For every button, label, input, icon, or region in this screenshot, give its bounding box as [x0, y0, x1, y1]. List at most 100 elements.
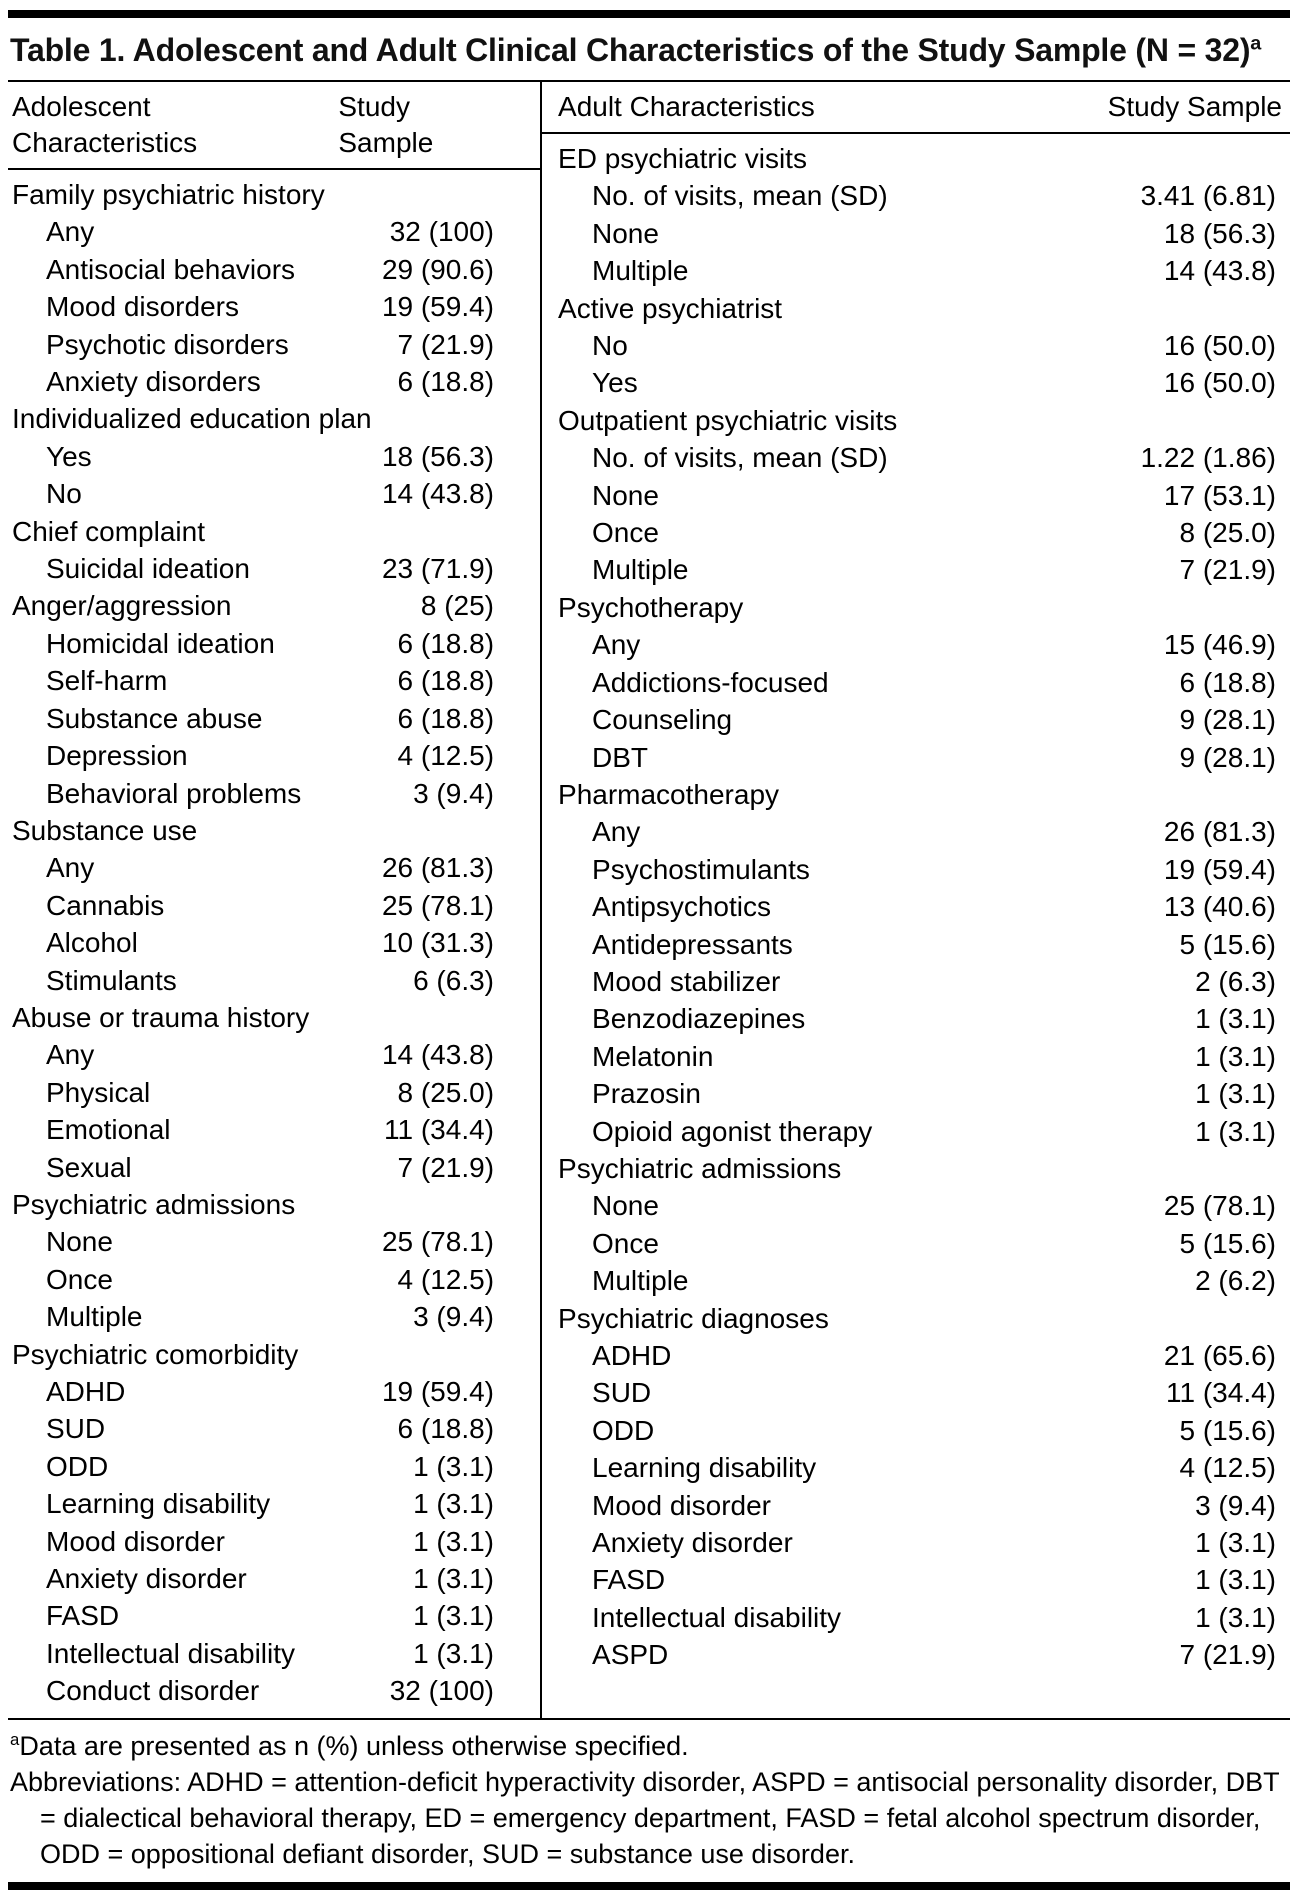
row-label: Once: [592, 1227, 659, 1259]
row-label: SUD: [46, 1413, 106, 1445]
table-row-item: SUD 11 (34.4): [542, 1374, 1290, 1411]
table-row-item: Multiple 2 (6.2): [542, 1262, 1290, 1299]
row-label: Chief complaint: [12, 515, 205, 547]
row-label: Benzodiazepines: [592, 1003, 806, 1035]
table-row-item: Cannabis 25 (78.1): [8, 887, 540, 924]
adult-header-study-sample: Study Sample: [1107, 91, 1282, 122]
row-value: 6 (18.8): [397, 702, 495, 734]
table-row-item: Any 15 (46.9): [542, 626, 1290, 663]
row-value: 1 (3.1): [413, 1637, 495, 1669]
row-label: Alcohol: [46, 927, 138, 959]
row-value: 7 (21.9): [1179, 1639, 1277, 1671]
row-value: 14 (43.8): [381, 1039, 495, 1071]
table-row-item: Homicidal ideation 6 (18.8): [8, 625, 540, 662]
table-row-item: Yes 18 (56.3): [8, 438, 540, 475]
row-label: Yes: [46, 440, 92, 472]
row-label: None: [592, 479, 659, 511]
row-value: 25 (78.1): [381, 1226, 495, 1258]
table-row-item: Behavioral problems 3 (9.4): [8, 775, 540, 812]
footnote-data-presentation: aData are presented as n (%) unless othe…: [10, 1728, 1288, 1764]
table-row-item: No. of visits, mean (SD) 1.22 (1.86): [542, 439, 1290, 476]
table-row-item: ADHD 19 (59.4): [8, 1373, 540, 1410]
table-row-item: Alcohol 10 (31.3): [8, 924, 540, 961]
adolescent-column-header: Adolescent Characteristics Study Sample: [8, 82, 541, 170]
row-label: Multiple: [592, 1265, 689, 1297]
row-value: 1 (3.1): [1195, 1564, 1276, 1596]
table-row-item: Mood disorder 1 (3.1): [8, 1523, 540, 1560]
adolescent-header-label: Adolescent Characteristics: [12, 91, 198, 158]
table-row-item: Any 32 (100): [8, 213, 540, 250]
row-label: Abuse or trauma history: [12, 1001, 310, 1033]
row-value: 14 (43.8): [381, 478, 495, 510]
table-row-item: Mood disorders 19 (59.4): [8, 288, 540, 325]
row-value: 6 (18.8): [397, 366, 495, 398]
row-value: 29 (90.6): [381, 253, 495, 285]
table-row-item: Any 14 (43.8): [8, 1036, 540, 1073]
row-value: 3 (9.4): [413, 1301, 495, 1333]
title-block: Table 1. Adolescent and Adult Clinical C…: [8, 18, 1290, 80]
row-label: Any: [46, 216, 95, 248]
row-label: Mood disorder: [46, 1525, 225, 1557]
table-row-category: Psychiatric comorbidity: [8, 1336, 540, 1373]
row-label: Psychotherapy: [558, 591, 744, 623]
row-label: Psychotic disorders: [46, 328, 289, 360]
table-row-item: None 17 (53.1): [542, 477, 1290, 514]
row-label: Psychostimulants: [592, 853, 810, 885]
row-label: Family psychiatric history: [12, 179, 325, 210]
row-label: Psychiatric admissions: [558, 1152, 842, 1184]
row-label: Melatonin: [592, 1040, 714, 1072]
table-row-item: FASD 1 (3.1): [8, 1597, 540, 1634]
adult-column-header: Adult Characteristics Study Sample: [542, 82, 1290, 134]
row-value: 25 (78.1): [381, 889, 495, 921]
table-row-category: Family psychiatric history: [8, 176, 540, 213]
row-label: Yes: [592, 367, 638, 399]
table-row-category: Outpatient psychiatric visits: [542, 402, 1290, 439]
table-title-text: Table 1. Adolescent and Adult Clinical C…: [10, 32, 1251, 68]
row-label: Intellectual disability: [592, 1601, 842, 1633]
row-value: 8 (25): [420, 590, 495, 622]
row-label: No: [46, 478, 82, 510]
row-value: 5 (15.6): [1179, 1227, 1277, 1259]
row-label: Prazosin: [592, 1078, 701, 1110]
row-value: 4 (12.5): [397, 1263, 495, 1295]
row-label: Learning disability: [46, 1488, 271, 1520]
row-label: None: [592, 217, 659, 249]
table-row-item: Once 5 (15.6): [542, 1225, 1290, 1262]
table-row-item: Suicidal ideation 23 (71.9): [8, 550, 540, 587]
row-value: 6 (18.8): [397, 627, 495, 659]
row-value: 1 (3.1): [1195, 1527, 1276, 1559]
row-value: 4 (12.5): [397, 740, 495, 772]
row-label: Multiple: [46, 1301, 143, 1333]
table-row-item: Mood stabilizer 2 (6.3): [542, 963, 1290, 1000]
table-row-item: Once 4 (12.5): [8, 1261, 540, 1298]
row-label: Mood stabilizer: [592, 965, 781, 997]
row-label: Outpatient psychiatric visits: [558, 404, 898, 436]
row-label: Any: [46, 852, 95, 884]
row-value: 3 (9.4): [1195, 1489, 1276, 1521]
row-label: ADHD: [592, 1340, 672, 1371]
table-row-item: Multiple 14 (43.8): [542, 252, 1290, 289]
table-row-item: Sexual 7 (21.9): [8, 1149, 540, 1186]
row-value: 18 (56.3): [381, 440, 495, 472]
row-value: 1 (3.1): [413, 1525, 495, 1557]
row-value: 3 (9.4): [413, 777, 495, 809]
footnotes: aData are presented as n (%) unless othe…: [8, 1720, 1290, 1882]
row-value: 23 (71.9): [381, 553, 495, 585]
row-label: Multiple: [592, 255, 689, 287]
row-label: ASPD: [592, 1639, 669, 1671]
row-value: 1 (3.1): [413, 1488, 495, 1520]
table-row-item: Learning disability 1 (3.1): [8, 1485, 540, 1522]
table-row-item: Counseling 9 (28.1): [542, 701, 1290, 738]
row-value: 10 (31.3): [381, 927, 495, 959]
row-label: None: [46, 1226, 113, 1258]
table-row-item: No 16 (50.0): [542, 327, 1290, 364]
row-label: Sexual: [46, 1151, 132, 1183]
table-row-item: FASD 1 (3.1): [542, 1561, 1290, 1598]
table-row-item: Benzodiazepines 1 (3.1): [542, 1000, 1290, 1037]
row-label: Pharmacotherapy: [558, 778, 780, 810]
row-value: 18 (56.3): [1163, 217, 1276, 249]
table-row-item: Intellectual disability 1 (3.1): [542, 1599, 1290, 1636]
table-row-category: Psychiatric admissions: [8, 1186, 540, 1223]
row-label: DBT: [592, 741, 649, 773]
